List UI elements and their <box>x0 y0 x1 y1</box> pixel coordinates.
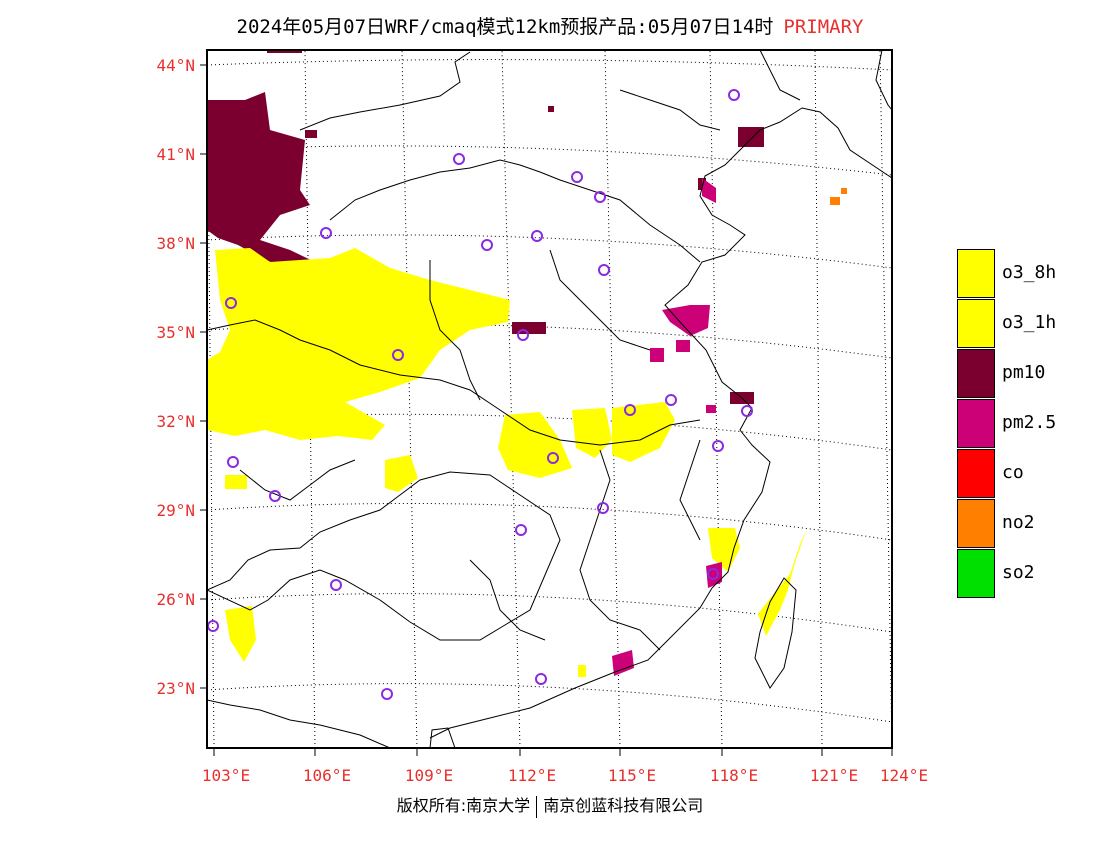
lon-label-103e: 103°E <box>201 766 251 785</box>
lon-label-118e: 118°E <box>709 766 759 785</box>
legend-swatch <box>957 499 995 548</box>
legend-swatch <box>957 449 995 498</box>
lat-label-29n: 29°N <box>156 501 195 520</box>
ticks <box>200 64 893 756</box>
o3-area <box>207 248 806 677</box>
lon-label-124e: 124°E <box>879 766 929 785</box>
legend-label: pm2.5 <box>1002 412 1057 433</box>
legend-swatch <box>957 399 995 448</box>
map-frame <box>206 49 893 749</box>
legend-swatch <box>957 349 995 398</box>
legend-label: pm10 <box>1002 362 1046 383</box>
map-title: 2024年05月07日WRF/cmaq模式12km预报产品:05月07日14时 P… <box>0 12 1100 39</box>
lat-label-26n: 26°N <box>156 590 195 609</box>
copyright-right: 南京创蓝科技有限公司 <box>543 796 704 815</box>
title-text: 2024年05月07日WRF/cmaq模式12km预报产品:05月07日14时 <box>236 16 774 38</box>
legend-label: o3_1h <box>1002 312 1057 333</box>
lat-label-32n: 32°N <box>156 412 195 431</box>
copyright: 版权所有:南京大学 南京创蓝科技有限公司 <box>0 792 1100 818</box>
copyright-left: 版权所有:南京大学 <box>396 796 531 815</box>
lon-label-112e: 112°E <box>507 766 557 785</box>
lon-label-121e: 121°E <box>809 766 859 785</box>
legend-label: so2 <box>1002 562 1035 583</box>
primary-tag: PRIMARY <box>783 16 864 38</box>
map-content <box>207 50 892 748</box>
station-markers <box>207 89 753 700</box>
lat-label-23n: 23°N <box>156 679 195 698</box>
legend-label: o3_8h <box>1002 262 1057 283</box>
legend-swatch <box>957 299 995 348</box>
no2-area <box>830 188 847 205</box>
legend-label: no2 <box>1002 512 1035 533</box>
lon-label-106e: 106°E <box>302 766 352 785</box>
lon-label-109e: 109°E <box>404 766 454 785</box>
lat-label-35n: 35°N <box>156 323 195 342</box>
lat-label-41n: 41°N <box>156 145 195 164</box>
lat-label-38n: 38°N <box>156 234 195 253</box>
legend-label: co <box>1002 462 1024 483</box>
lon-label-115e: 115°E <box>607 766 657 785</box>
copyright-divider <box>536 795 538 818</box>
lat-label-44n: 44°N <box>156 56 195 75</box>
legend-swatch <box>957 249 995 298</box>
boundaries <box>207 50 892 748</box>
legend-swatch <box>957 549 995 598</box>
